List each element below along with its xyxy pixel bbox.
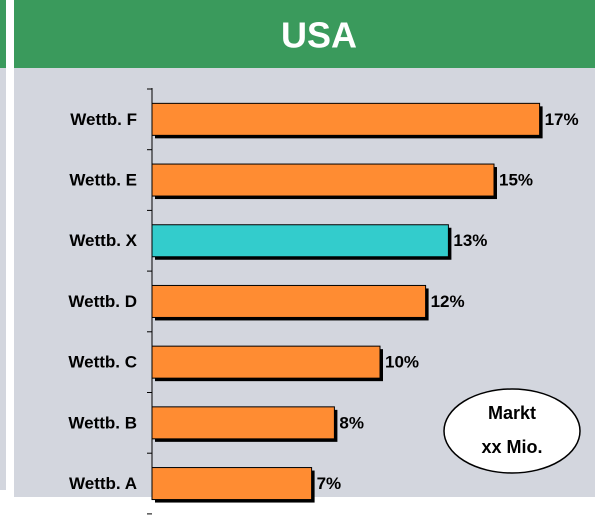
value-label: 17% <box>545 110 579 129</box>
value-label: 13% <box>453 231 487 250</box>
category-label: Wettb. A <box>69 474 137 493</box>
category-label: Wettb. E <box>69 171 137 190</box>
category-label: Wettb. D <box>68 292 137 311</box>
category-label: Wettb. C <box>68 353 137 372</box>
category-label: Wettb. F <box>70 110 137 129</box>
category-label: Wettb. X <box>69 231 137 250</box>
bar <box>151 284 427 318</box>
bar <box>151 163 495 197</box>
value-label: 10% <box>385 353 419 372</box>
value-label: 12% <box>431 292 465 311</box>
annotation: Markt <box>488 403 536 423</box>
bar <box>151 345 381 379</box>
chart-title: USA <box>281 15 357 56</box>
left-strip <box>0 68 6 490</box>
value-label: 7% <box>317 474 342 493</box>
annotation-bubble <box>443 388 581 474</box>
header <box>14 0 595 68</box>
bar <box>151 406 335 440</box>
bar <box>151 467 313 501</box>
annotation: xx Mio. <box>481 437 542 457</box>
value-label: 15% <box>499 171 533 190</box>
bar <box>151 224 449 258</box>
category-label: Wettb. B <box>68 413 137 432</box>
value-label: 8% <box>339 413 364 432</box>
bar <box>151 102 541 136</box>
left-strip-header <box>0 0 6 68</box>
